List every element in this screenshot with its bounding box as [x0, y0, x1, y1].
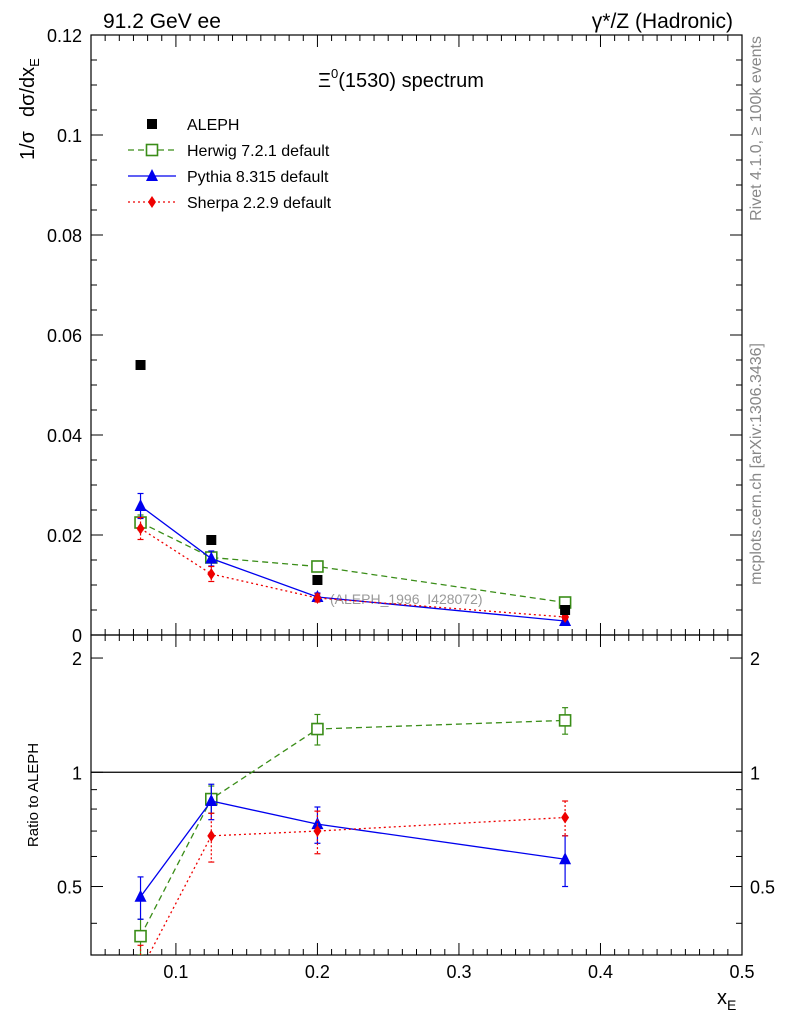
x-axis-label: xE	[717, 987, 736, 1013]
ratio-pythia-point	[205, 794, 218, 807]
legend-aleph-marker	[147, 119, 157, 129]
ratio-herwig-point	[311, 722, 324, 736]
main-herwig-line	[140, 521, 566, 604]
ratio-pythia-point	[559, 852, 572, 865]
y-tick-label: 0.08	[47, 226, 82, 246]
x-tick-label: 0.1	[163, 962, 188, 982]
y-tick-label: 0	[72, 626, 82, 646]
tick-labels: 0.1 0.2 0.3 0.4 0.5 0 0.02 0.04 0.06 0.08 0.1 0.12 0…	[47, 26, 775, 982]
rivet-label: Rivet 4.1.0, ≥ 100k events	[748, 36, 765, 221]
ratio-herwig-line	[139, 719, 566, 937]
legend: ALEPH Herwig 7.2.1 default Pythia 8.315 de…	[128, 117, 332, 212]
ratio-pythia-line	[140, 800, 566, 898]
ratio-data-layer	[91, 707, 742, 977]
legend-aleph-label: ALEPH	[187, 117, 239, 134]
x-tick-label: 0.5	[729, 962, 754, 982]
main-aleph-point	[135, 360, 146, 370]
legend-sherpa-marker	[148, 196, 156, 208]
y-tick-label: 0.1	[57, 126, 82, 146]
legend-pythia-label: Pythia 8.315 default	[187, 169, 329, 186]
main-y-axis-label: 1/σdσ/dxE	[17, 58, 42, 160]
y-tick-label: 0.12	[47, 26, 82, 46]
x-tick-label: 0.2	[305, 962, 330, 982]
ratio-y-tick-label-right: 0.5	[750, 878, 775, 898]
analysis-watermark: (ALEPH_1996_I428072)	[330, 591, 483, 607]
ratio-sherpa-point	[137, 965, 145, 977]
main-aleph-point	[206, 535, 217, 545]
ratio-sherpa-point	[313, 825, 322, 838]
legend-herwig-marker	[145, 143, 159, 157]
legend-sherpa-label: Sherpa 2.2.9 default	[187, 195, 332, 212]
main-title: Ξ0(1530) spectrum	[318, 66, 484, 92]
ratio-y-tick-label: 0.5	[57, 878, 82, 898]
ratio-y-tick-label-right: 2	[750, 649, 760, 669]
header-energy: 91.2 GeV ee	[103, 10, 221, 33]
ratio-pythia-point	[134, 889, 147, 902]
mcplots-label: mcplots.cern.ch [arXiv:1306.3436]	[748, 343, 765, 585]
main-aleph-point	[560, 605, 571, 615]
header-process: γ*/Z (Hadronic)	[592, 10, 733, 33]
ratio-sherpa-line	[148, 816, 566, 955]
ratio-herwig-point	[134, 929, 147, 943]
legend-herwig-label: Herwig 7.2.1 default	[187, 143, 330, 160]
y-tick-label: 0.04	[47, 426, 82, 446]
main-pythia-line	[140, 505, 566, 622]
legend-pythia-marker	[146, 169, 158, 181]
ratio-sherpa-point	[561, 811, 570, 824]
ratio-panel-frame	[90, 634, 743, 956]
x-tick-label: 0.3	[446, 962, 471, 982]
main-sherpa-point	[207, 568, 216, 580]
ratio-y-tick-label: 2	[72, 649, 82, 669]
ratio-y-tick-label-right: 1	[750, 763, 760, 783]
main-pythia-point	[205, 551, 218, 564]
ratio-herwig-point	[558, 714, 572, 727]
x-tick-label: 0.4	[588, 962, 613, 982]
main-data-layer	[134, 360, 572, 626]
y-tick-label: 0.06	[47, 326, 82, 346]
main-aleph-point	[312, 575, 323, 585]
main-pythia-point	[134, 499, 147, 511]
ratio-y-axis-label: Ratio to ALEPH	[25, 743, 42, 847]
y-tick-label: 0.02	[47, 526, 82, 546]
main-herwig-point	[311, 560, 324, 573]
main-sherpa-point	[313, 592, 322, 604]
main-sherpa-point	[136, 522, 145, 535]
ratio-sherpa-point	[207, 829, 216, 842]
ratio-y-tick-label: 1	[72, 763, 82, 783]
